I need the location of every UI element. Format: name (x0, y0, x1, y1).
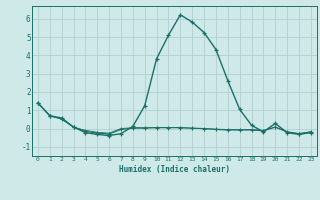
X-axis label: Humidex (Indice chaleur): Humidex (Indice chaleur) (119, 165, 230, 174)
